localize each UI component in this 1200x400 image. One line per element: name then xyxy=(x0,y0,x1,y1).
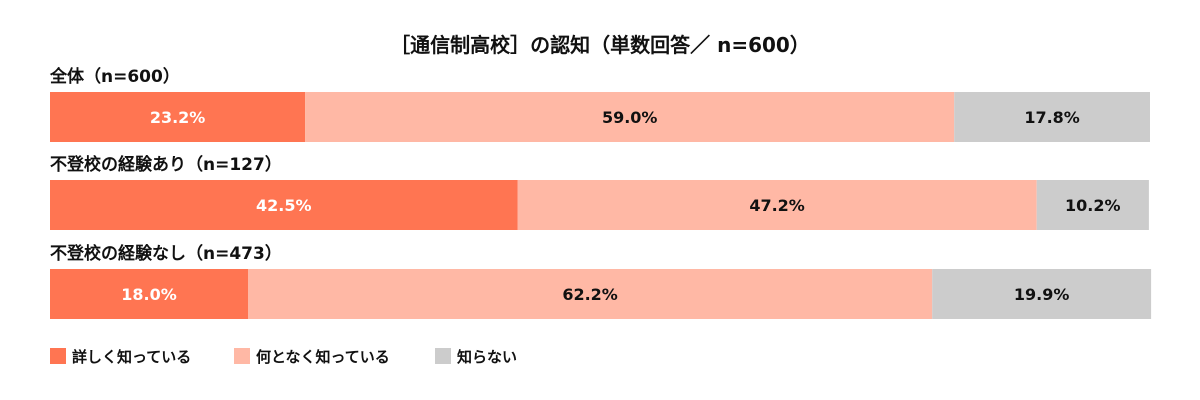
data-label: 18.0% xyxy=(121,285,177,304)
bar-segment xyxy=(517,180,1037,230)
data-label: 10.2% xyxy=(1065,196,1121,215)
data-label: 59.0% xyxy=(602,108,658,127)
bars-area: 全体（n=600） 23.2% 59.0% 17.8% 不登校の経験あり（n=127） 4… xyxy=(49,66,1152,319)
bar-segment xyxy=(248,269,933,319)
category-label: 全体（n=600） xyxy=(49,66,180,87)
legend-swatch xyxy=(50,348,66,364)
legend-swatch xyxy=(435,348,451,364)
category-label: 不登校の経験なし（n=473） xyxy=(50,243,282,264)
data-label: 19.9% xyxy=(1014,285,1070,304)
bar-segment xyxy=(954,92,1150,142)
data-label: 42.5% xyxy=(256,196,312,215)
legend-label: 知らない xyxy=(457,348,517,366)
bar-segment xyxy=(1036,180,1149,230)
bar-segment xyxy=(305,92,955,142)
chart-title: ［通信制高校］の認知（単数回答／ n=600） xyxy=(390,33,810,57)
bar-segment xyxy=(50,92,306,142)
bar-segment xyxy=(50,180,518,230)
legend: 詳しく知っている 何となく知っている 知らない xyxy=(50,348,517,366)
bar-segment xyxy=(932,269,1152,319)
legend-label: 詳しく知っている xyxy=(72,348,191,366)
data-label: 23.2% xyxy=(150,108,206,127)
data-label: 62.2% xyxy=(562,285,618,304)
data-label: 47.2% xyxy=(749,196,805,215)
data-label: 17.8% xyxy=(1024,108,1080,127)
legend-swatch xyxy=(234,348,250,364)
legend-label: 何となく知っている xyxy=(256,348,390,366)
bar-segment xyxy=(50,269,248,319)
category-label: 不登校の経験あり（n=127） xyxy=(50,154,282,175)
